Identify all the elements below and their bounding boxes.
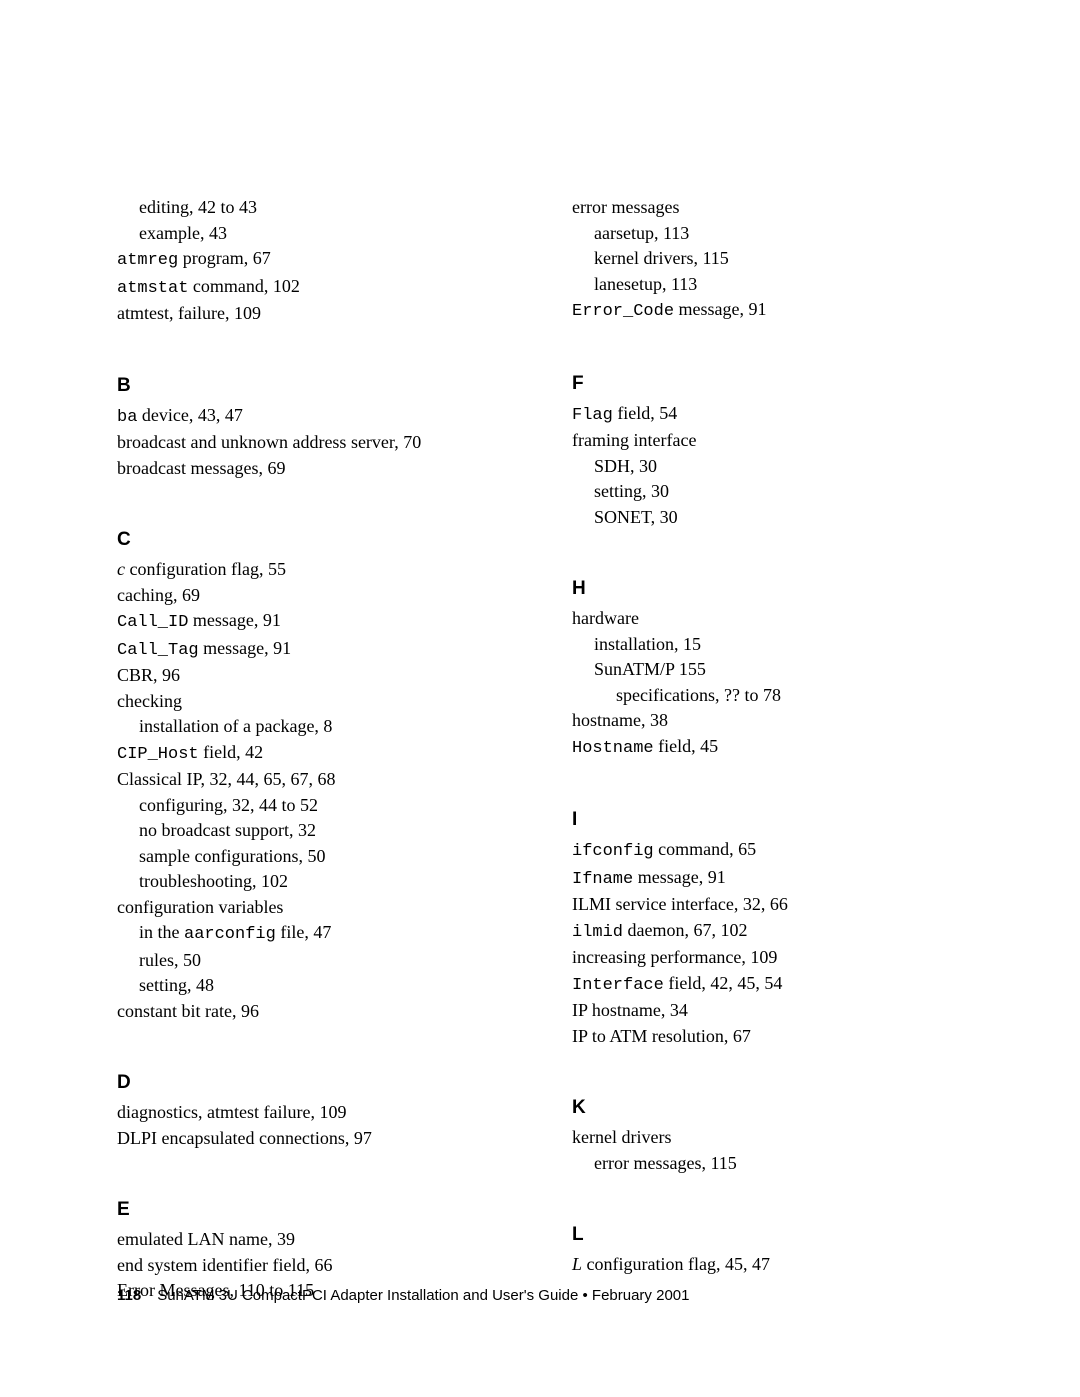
left-column: editing, 42 to 43example, 43atmreg progr… xyxy=(117,195,497,1304)
index-entry: error messages, 115 xyxy=(572,1151,952,1177)
index-entry: installation of a package, 8 xyxy=(117,714,497,740)
section-f: Flag field, 54framing interfaceSDH, 30se… xyxy=(572,401,952,531)
index-entry: Flag field, 54 xyxy=(572,401,952,429)
section-i: ifconfig command, 65Ifname message, 91IL… xyxy=(572,837,952,1049)
index-entry: SunATM/P 155 xyxy=(572,657,952,683)
index-entry: checking xyxy=(117,689,497,715)
index-entry: SONET, 30 xyxy=(572,505,952,531)
index-entry: kernel drivers, 115 xyxy=(572,246,952,272)
index-entry: Interface field, 42, 45, 54 xyxy=(572,971,952,999)
section-h: hardwareinstallation, 15SunATM/P 155spec… xyxy=(572,606,952,761)
index-entry: kernel drivers xyxy=(572,1125,952,1151)
index-entry: ba device, 43, 47 xyxy=(117,403,497,431)
index-entry: Call_Tag message, 91 xyxy=(117,636,497,664)
section-l: L configuration flag, 45, 47 xyxy=(572,1252,952,1278)
section-head-h: H xyxy=(572,578,952,600)
index-entry: atmstat command, 102 xyxy=(117,274,497,302)
index-entry: diagnostics, atmtest failure, 109 xyxy=(117,1100,497,1126)
index-entry: end system identifier field, 66 xyxy=(117,1253,497,1279)
index-entry: editing, 42 to 43 xyxy=(117,195,497,221)
section-head-d: D xyxy=(117,1072,497,1094)
index-entry: SDH, 30 xyxy=(572,454,952,480)
index-entry: IP hostname, 34 xyxy=(572,998,952,1024)
index-entry: Error_Code message, 91 xyxy=(572,297,952,325)
right-column: error messagesaarsetup, 113kernel driver… xyxy=(572,195,952,1304)
index-entry: caching, 69 xyxy=(117,583,497,609)
index-entry: c configuration flag, 55 xyxy=(117,557,497,583)
index-entry: broadcast messages, 69 xyxy=(117,456,497,482)
index-entry: aarsetup, 113 xyxy=(572,221,952,247)
page-number: 118 xyxy=(117,1287,141,1304)
index-entry: L configuration flag, 45, 47 xyxy=(572,1252,952,1278)
section-head-f: F xyxy=(572,373,952,395)
index-entry: setting, 48 xyxy=(117,973,497,999)
index-entry: IP to ATM resolution, 67 xyxy=(572,1024,952,1050)
section-head-i: I xyxy=(572,809,952,831)
index-entry: ilmid daemon, 67, 102 xyxy=(572,918,952,946)
page-footer: 118 SunATM 3U CompactPCI Adapter Installa… xyxy=(117,1287,689,1304)
index-entry: troubleshooting, 102 xyxy=(117,869,497,895)
section-c: c configuration flag, 55caching, 69Call_… xyxy=(117,557,497,1024)
index-entry: example, 43 xyxy=(117,221,497,247)
index-entry: specifications, ?? to 78 xyxy=(572,683,952,709)
section-head-e: E xyxy=(117,1199,497,1221)
section-head-l: L xyxy=(572,1224,952,1246)
index-entry: Hostname field, 45 xyxy=(572,734,952,762)
index-entry: atmtest, failure, 109 xyxy=(117,301,497,327)
section-head-b: B xyxy=(117,375,497,397)
section-head-c: C xyxy=(117,529,497,551)
index-entry: increasing performance, 109 xyxy=(572,945,952,971)
footer-title: SunATM 3U CompactPCI Adapter Installatio… xyxy=(157,1287,689,1304)
index-entry: Classical IP, 32, 44, 65, 67, 68 xyxy=(117,767,497,793)
index-entry: framing interface xyxy=(572,428,952,454)
index-entry: no broadcast support, 32 xyxy=(117,818,497,844)
index-entry: emulated LAN name, 39 xyxy=(117,1227,497,1253)
index-entry: ifconfig command, 65 xyxy=(572,837,952,865)
index-entry: sample configurations, 50 xyxy=(117,844,497,870)
index-entry: error messages xyxy=(572,195,952,221)
index-entry: constant bit rate, 96 xyxy=(117,999,497,1025)
section-b: ba device, 43, 47broadcast and unknown a… xyxy=(117,403,497,482)
index-entry: lanesetup, 113 xyxy=(572,272,952,298)
index-entry: setting, 30 xyxy=(572,479,952,505)
section-head-k: K xyxy=(572,1097,952,1119)
index-entry: broadcast and unknown address server, 70 xyxy=(117,430,497,456)
section-k: kernel driverserror messages, 115 xyxy=(572,1125,952,1176)
index-entry: hostname, 38 xyxy=(572,708,952,734)
index-entry: configuration variables xyxy=(117,895,497,921)
index-entry: installation, 15 xyxy=(572,632,952,658)
index-entry: hardware xyxy=(572,606,952,632)
index-entry: Call_ID message, 91 xyxy=(117,608,497,636)
index-entry: in the aarconfig file, 47 xyxy=(117,920,497,948)
index-entry: CBR, 96 xyxy=(117,663,497,689)
index-entry: atmreg program, 67 xyxy=(117,246,497,274)
index-entry: DLPI encapsulated connections, 97 xyxy=(117,1126,497,1152)
index-entry: Ifname message, 91 xyxy=(572,865,952,893)
section-e-cont: error messagesaarsetup, 113kernel driver… xyxy=(572,195,952,325)
index-entry: configuring, 32, 44 to 52 xyxy=(117,793,497,819)
section-d: diagnostics, atmtest failure, 109DLPI en… xyxy=(117,1100,497,1151)
index-entry: ILMI service interface, 32, 66 xyxy=(572,892,952,918)
index-entry: CIP_Host field, 42 xyxy=(117,740,497,768)
section-a-cont: editing, 42 to 43example, 43atmreg progr… xyxy=(117,195,497,327)
index-entry: rules, 50 xyxy=(117,948,497,974)
